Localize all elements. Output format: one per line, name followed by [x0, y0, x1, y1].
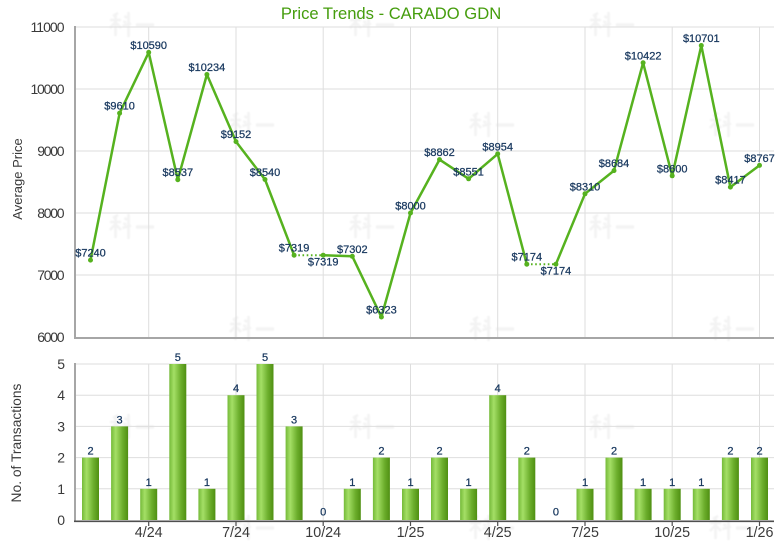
svg-text:$7302: $7302 [337, 244, 368, 256]
svg-text:$8537: $8537 [163, 167, 194, 179]
svg-text:4/24: 4/24 [135, 525, 163, 541]
svg-text:3: 3 [57, 418, 65, 434]
svg-text:2: 2 [727, 446, 733, 458]
svg-text:1: 1 [582, 477, 588, 489]
svg-text:5: 5 [262, 352, 268, 364]
svg-text:$8000: $8000 [395, 201, 426, 213]
svg-text:2: 2 [611, 446, 617, 458]
svg-text:$8600: $8600 [657, 163, 688, 175]
svg-text:7/25: 7/25 [571, 525, 599, 541]
svg-text:1: 1 [698, 477, 704, 489]
svg-text:$8862: $8862 [424, 147, 455, 159]
svg-text:1/26: 1/26 [746, 525, 774, 541]
svg-text:1: 1 [669, 477, 675, 489]
svg-text:2: 2 [87, 446, 93, 458]
svg-text:$9152: $9152 [221, 129, 252, 141]
svg-text:0: 0 [320, 507, 326, 519]
svg-text:$8310: $8310 [570, 181, 601, 193]
svg-text:$8954: $8954 [482, 141, 513, 153]
svg-text:4: 4 [233, 383, 239, 395]
svg-text:4/25: 4/25 [484, 525, 512, 541]
svg-text:$7240: $7240 [75, 248, 106, 260]
svg-text:5: 5 [57, 356, 65, 372]
svg-text:2: 2 [524, 446, 530, 458]
svg-text:5: 5 [175, 352, 181, 364]
svg-text:2: 2 [57, 450, 65, 466]
svg-text:2: 2 [436, 446, 442, 458]
svg-text:Average Price: Average Price [10, 138, 25, 219]
svg-text:0: 0 [57, 512, 65, 528]
svg-text:1: 1 [466, 477, 472, 489]
svg-text:$8417: $8417 [715, 175, 746, 187]
svg-text:8000: 8000 [37, 205, 65, 221]
svg-text:7000: 7000 [37, 267, 65, 283]
svg-text:$8551: $8551 [453, 166, 484, 178]
svg-text:$10701: $10701 [683, 33, 720, 45]
svg-text:1: 1 [640, 477, 646, 489]
svg-text:4: 4 [495, 383, 501, 395]
svg-text:1: 1 [57, 481, 65, 497]
svg-text:2: 2 [378, 446, 384, 458]
svg-text:10/25: 10/25 [654, 525, 690, 541]
svg-text:$7319: $7319 [279, 243, 310, 255]
svg-text:No. of Transactions: No. of Transactions [9, 383, 24, 502]
svg-text:4: 4 [57, 387, 65, 403]
svg-text:1: 1 [349, 477, 355, 489]
svg-text:$10590: $10590 [130, 40, 167, 52]
svg-text:9000: 9000 [37, 143, 65, 159]
svg-text:$10422: $10422 [625, 50, 662, 62]
svg-text:$7319: $7319 [308, 257, 339, 269]
svg-text:7/24: 7/24 [222, 525, 250, 541]
svg-text:3: 3 [291, 414, 297, 426]
svg-text:Price Trends - CARADO GDN: Price Trends - CARADO GDN [281, 4, 501, 23]
svg-text:1: 1 [407, 477, 413, 489]
svg-text:$6323: $6323 [366, 305, 397, 317]
svg-text:11000: 11000 [31, 19, 65, 35]
svg-text:$9610: $9610 [104, 101, 135, 113]
svg-text:$7174: $7174 [512, 252, 543, 264]
svg-text:$8767: $8767 [744, 153, 775, 165]
svg-text:1: 1 [204, 477, 210, 489]
svg-text:3: 3 [117, 414, 123, 426]
svg-text:2: 2 [756, 446, 762, 458]
svg-text:10/24: 10/24 [305, 525, 341, 541]
svg-text:$10234: $10234 [189, 62, 226, 74]
svg-text:0: 0 [553, 507, 559, 519]
svg-text:$8684: $8684 [599, 158, 630, 170]
svg-text:10000: 10000 [31, 81, 65, 97]
svg-text:1/25: 1/25 [397, 525, 425, 541]
svg-text:$7174: $7174 [541, 266, 572, 278]
svg-text:1: 1 [146, 477, 152, 489]
svg-text:$8540: $8540 [250, 167, 281, 179]
svg-text:6000: 6000 [37, 329, 65, 345]
